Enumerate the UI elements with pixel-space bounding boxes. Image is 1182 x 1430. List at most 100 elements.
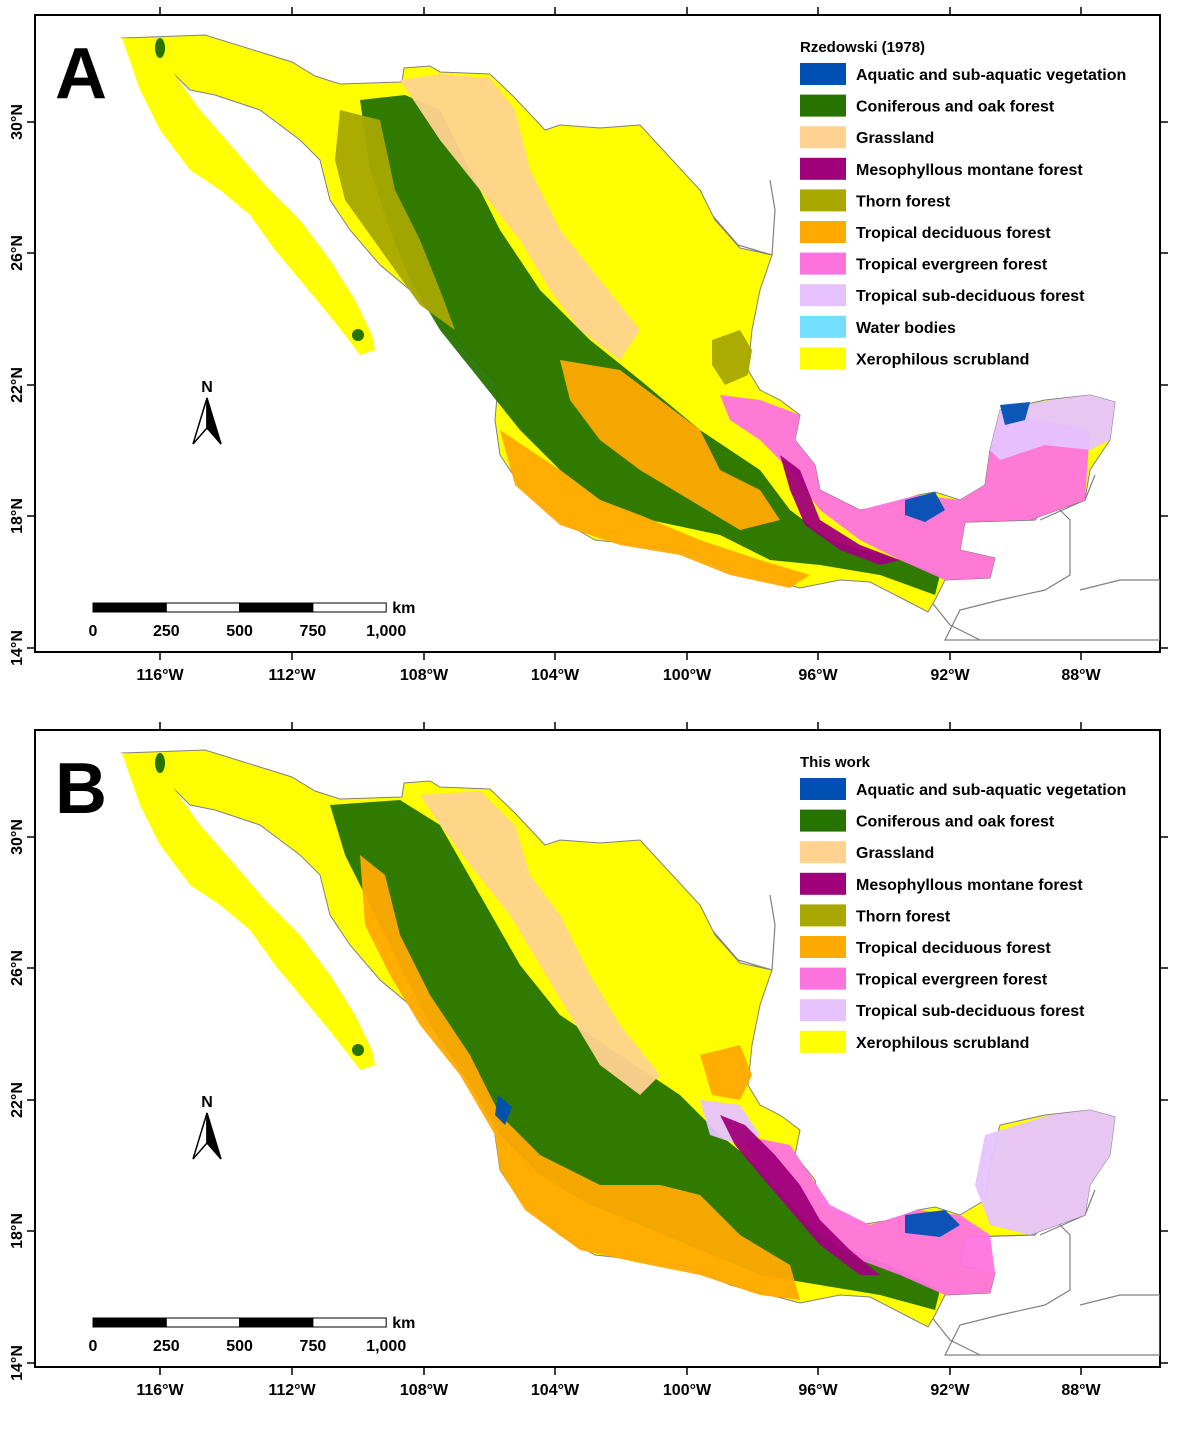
vegetation-grassland (420, 791, 660, 1095)
longitude-label: 100°W (663, 1382, 712, 1399)
legend: This work Aquatic and sub-aquatic vegetat… (800, 754, 1126, 1053)
latitude-label: 26°N (9, 950, 26, 986)
latitude-label: 14°N (9, 1345, 26, 1381)
scale-segment (312, 1317, 387, 1328)
baja-california (122, 753, 375, 1070)
scale-segment (165, 602, 241, 613)
vegetation-mesophyllous (720, 1115, 880, 1275)
panel-b-map: 116°W 112°W 108°W 104°W 100°W 96°W 92°W 88°W 30°… (0, 700, 1182, 1430)
legend-label: Thorn forest (856, 908, 951, 925)
scale-bar: km 0 250 500 750 1,000 (89, 1315, 416, 1355)
vegetation-aquatic (1000, 402, 1030, 425)
panel-label: B (55, 749, 107, 829)
vegetation-regions (155, 38, 1115, 595)
scale-segment (92, 1317, 167, 1328)
vegetation-tropical-deciduous (360, 855, 800, 1300)
country-border (929, 1314, 981, 1356)
legend-label: Grassland (856, 845, 934, 862)
legend-label: Grassland (856, 130, 934, 147)
legend-swatch (800, 841, 846, 864)
vegetation-thorn (335, 110, 455, 330)
scale-label: 500 (226, 623, 253, 640)
vegetation-aquatic (495, 1095, 512, 1125)
legend-swatch (800, 315, 846, 338)
latitude-label: 18°N (9, 1213, 26, 1249)
longitude-label: 104°W (531, 1382, 580, 1399)
scale-segment (312, 602, 387, 613)
vegetation-coniferous (155, 753, 165, 773)
latitude-label: 14°N (9, 630, 26, 666)
legend-swatch (800, 936, 846, 958)
scale-label: 250 (153, 623, 180, 640)
scale-unit: km (392, 600, 415, 617)
legend-swatch (800, 94, 846, 117)
vegetation-tropical-deciduous (560, 360, 780, 530)
legend-swatch (800, 904, 846, 927)
vegetation-aquatic (905, 492, 945, 522)
legend: Rzedowski (1978) Aquatic and sub-aquatic … (800, 39, 1126, 370)
map-svg: 116°W 112°W 108°W 104°W 100°W 96°W 92°W 88°W 30°… (9, 722, 1168, 1399)
legend-swatch (800, 126, 846, 149)
legend-swatch (800, 809, 846, 832)
vegetation-coniferous (330, 800, 940, 1310)
longitude-label: 116°W (136, 667, 184, 684)
longitude-label: 100°W (663, 667, 712, 684)
vegetation-coniferous (360, 95, 940, 595)
legend-swatch (800, 284, 846, 307)
legend-swatch (800, 189, 846, 212)
longitude-label: 88°W (1061, 667, 1101, 684)
scale-segment (239, 602, 314, 613)
vegetation-regions (155, 753, 1115, 1310)
scale-segment (165, 1317, 241, 1328)
legend-label: Tropical sub-deciduous forest (856, 288, 1085, 305)
scale-label: 250 (153, 1338, 180, 1355)
scale-bar: km 0 250 500 750 1,000 (89, 600, 416, 640)
longitude-label: 96°W (798, 1382, 838, 1399)
legend-label: Mesophyllous montane forest (856, 877, 1083, 894)
legend-swatch (800, 778, 846, 800)
north-label: N (201, 1094, 213, 1111)
legend-swatch (800, 967, 846, 990)
legend-label: Aquatic and sub-aquatic vegetation (856, 782, 1126, 799)
latitude-label: 22°N (9, 367, 26, 403)
legend-title: This work (800, 754, 871, 771)
longitude-label: 88°W (1061, 1382, 1101, 1399)
scale-segment (239, 1317, 314, 1328)
legend-swatch (800, 63, 846, 85)
legend-label: Tropical deciduous forest (856, 940, 1051, 957)
vegetation-thorn (712, 330, 752, 385)
scale-label: 500 (226, 1338, 253, 1355)
legend-label: Mesophyllous montane forest (856, 162, 1083, 179)
longitude-label: 96°W (798, 667, 838, 684)
latitude-label: 30°N (9, 104, 26, 140)
vegetation-tropical-deciduous (500, 430, 810, 588)
legend-label: Aquatic and sub-aquatic vegetation (856, 67, 1126, 84)
legend-label: Tropical evergreen forest (856, 972, 1048, 989)
latitude-label: 22°N (9, 1082, 26, 1118)
legend-swatch (800, 221, 846, 243)
latitude-label: 26°N (9, 235, 26, 271)
legend-title: Rzedowski (1978) (800, 39, 925, 56)
north-arrow-icon: N (192, 1094, 222, 1160)
longitude-label: 92°W (930, 667, 970, 684)
north-arrow-right (206, 397, 222, 445)
longitude-label: 108°W (400, 1382, 449, 1399)
scale-segment (92, 602, 167, 613)
legend-label: Xerophilous scrubland (856, 351, 1029, 368)
scale-label: 750 (300, 623, 327, 640)
legend-swatch (800, 347, 846, 370)
legend-swatch (800, 1030, 846, 1053)
north-arrow-right (206, 1112, 222, 1160)
vegetation-tropical-deciduous (700, 1045, 752, 1100)
vegetation-aquatic (905, 1210, 960, 1237)
legend-label: Xerophilous scrubland (856, 1035, 1029, 1052)
longitude-label: 104°W (531, 667, 580, 684)
scale-label: 1,000 (366, 623, 406, 640)
longitude-label: 112°W (268, 1382, 316, 1399)
north-label: N (201, 379, 213, 396)
panel-a-map: 116°W 112°W 108°W 104°W 100°W 96°W 92°W 88°W 30°… (0, 0, 1182, 700)
latitude-label: 18°N (9, 498, 26, 534)
country-border (929, 599, 981, 641)
legend-swatch (800, 872, 846, 895)
longitude-label: 108°W (400, 667, 449, 684)
